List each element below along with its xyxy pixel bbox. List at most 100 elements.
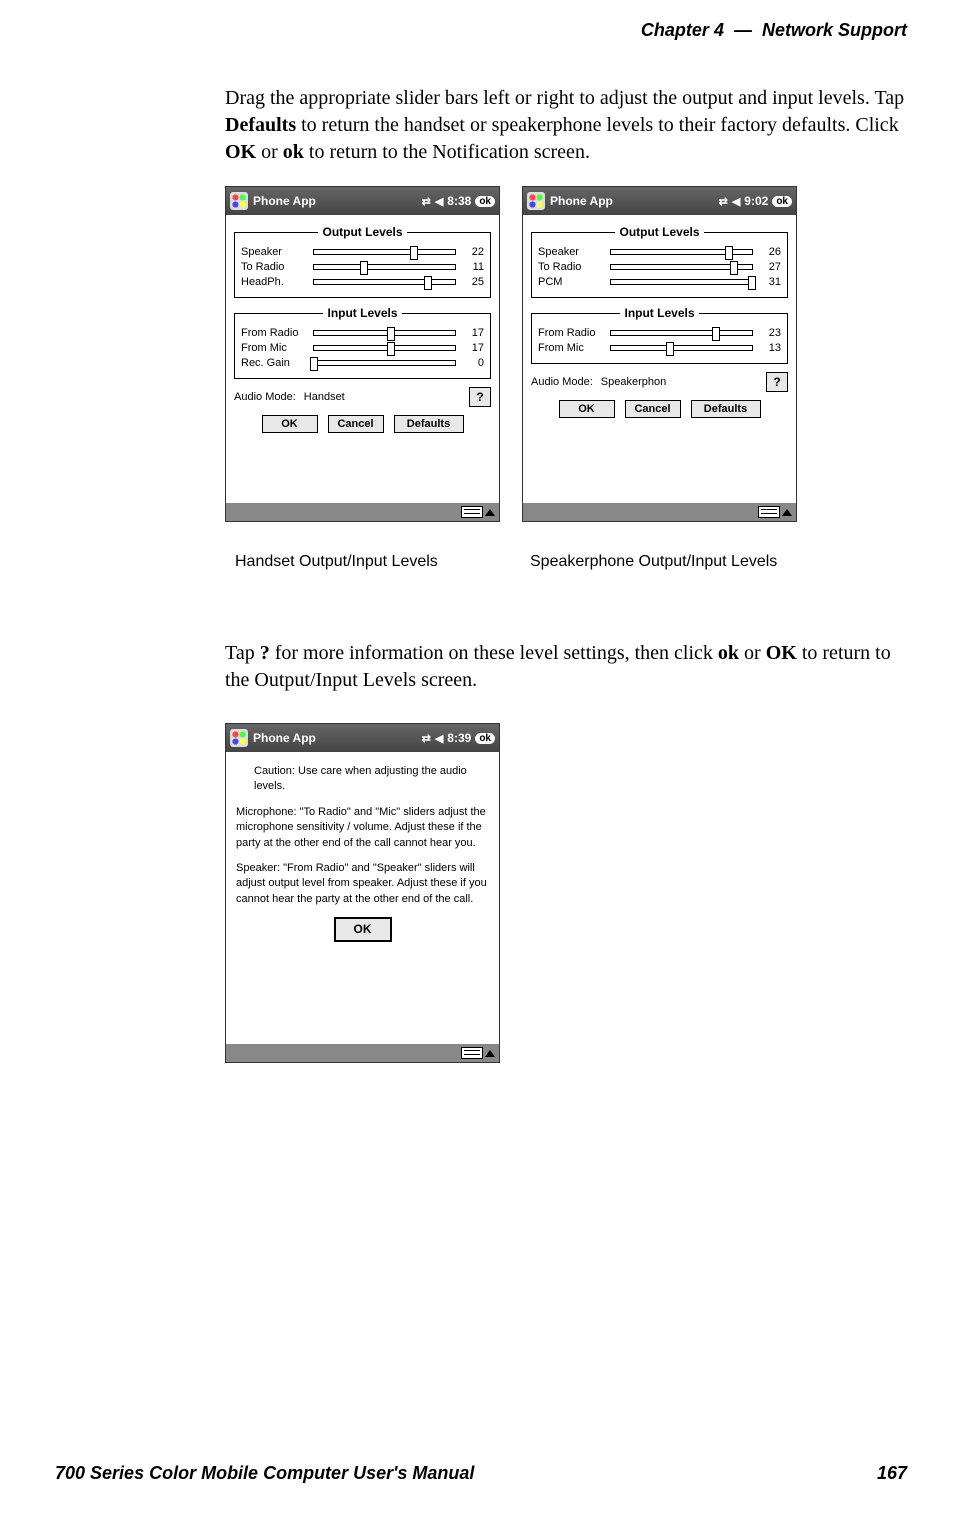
slider-value: 13 [759,342,781,354]
slider-track[interactable] [313,330,456,336]
slider-thumb[interactable] [410,246,418,260]
input-legend: Input Levels [323,306,401,320]
ok-pill[interactable]: ok [772,196,792,207]
slider-track[interactable] [313,279,456,285]
slider-label: From Radio [538,327,604,339]
volume-icon[interactable]: ◀ [732,195,740,208]
connectivity-icon[interactable]: ⇄ [719,195,728,208]
slider-row: From Mic 17 [241,342,484,354]
header-separator: — [734,20,752,40]
help-ok-button[interactable]: OK [334,917,392,942]
slider-row: HeadPh.25 [241,276,484,288]
slider-thumb[interactable] [666,342,674,356]
slider-thumb[interactable] [712,327,720,341]
slider-row: To Radio 27 [538,261,781,273]
slider-thumb[interactable] [730,261,738,275]
slider-thumb[interactable] [310,357,318,371]
slider-label: To Radio [538,261,604,273]
app-title: Phone App [253,731,417,745]
help-button[interactable]: ? [469,387,491,407]
slider-thumb[interactable] [725,246,733,260]
audio-mode-value: Speakerphon [601,376,666,388]
slider-thumb[interactable] [748,276,756,290]
keyboard-icon[interactable] [461,506,483,518]
slider-row: From Radio23 [538,327,781,339]
help-button[interactable]: ? [766,372,788,392]
output-levels-group: Output Levels Speaker26 To Radio 27 PCM 31 [531,225,788,298]
keyboard-icon[interactable] [461,1047,483,1059]
start-icon[interactable] [230,192,248,210]
slider-row: Speaker26 [538,246,781,258]
titlebar: Phone App ⇄ ◀ 8:39 ok [226,724,499,752]
output-legend: Output Levels [615,225,703,239]
slider-value: 27 [759,261,781,273]
slider-track[interactable] [610,249,753,255]
clock: 8:38 [447,194,471,208]
sip-bar [226,503,499,521]
slider-thumb[interactable] [387,327,395,341]
slider-row: PCM 31 [538,276,781,288]
cancel-button[interactable]: Cancel [328,415,384,433]
clock: 8:39 [447,731,471,745]
volume-icon[interactable]: ◀ [435,732,443,745]
slider-label: From Radio [241,327,307,339]
app-title: Phone App [550,194,714,208]
slider-value: 26 [759,246,781,258]
slider-track[interactable] [313,360,456,366]
slider-row: From Mic 13 [538,342,781,354]
ok-button[interactable]: OK [559,400,615,418]
slider-track[interactable] [313,264,456,270]
cancel-button[interactable]: Cancel [625,400,681,418]
start-icon[interactable] [527,192,545,210]
slider-label: Rec. Gain [241,357,307,369]
slider-label: Speaker [241,246,307,258]
connectivity-icon[interactable]: ⇄ [422,732,431,745]
sip-up-icon[interactable] [485,509,495,516]
slider-value: 22 [462,246,484,258]
slider-label: PCM [538,276,604,288]
sip-up-icon[interactable] [485,1050,495,1057]
slider-row: From Radio 17 [241,327,484,339]
slider-track[interactable] [610,264,753,270]
input-legend: Input Levels [620,306,698,320]
slider-label: From Mic [538,342,604,354]
slider-track[interactable] [610,330,753,336]
caption-handset: Handset Output/Input Levels [235,553,438,571]
chapter-title: Network Support [762,20,907,40]
slider-value: 0 [462,357,484,369]
help-caution: Caution: Use care when adjusting the aud… [236,764,489,795]
help-microphone: Microphone: "To Radio" and "Mic" sliders… [236,805,489,851]
slider-row: To Radio11 [241,261,484,273]
slider-thumb[interactable] [387,342,395,356]
app-title: Phone App [253,194,417,208]
slider-row: Speaker 22 [241,246,484,258]
start-icon[interactable] [230,729,248,747]
slider-track[interactable] [313,249,456,255]
slider-thumb[interactable] [360,261,368,275]
slider-track[interactable] [610,345,753,351]
sip-up-icon[interactable] [782,509,792,516]
slider-value: 17 [462,342,484,354]
slider-thumb[interactable] [424,276,432,290]
ok-pill[interactable]: ok [475,196,495,207]
input-levels-group: Input Levels From Radio 17 From Mic 17 Rec. … [234,306,491,379]
slider-row: Rec. Gain 0 [241,357,484,369]
slider-label: HeadPh. [241,276,307,288]
audio-mode-value: Handset [304,391,345,403]
audio-mode-row: Audio Mode: Handset ? [234,387,491,407]
slider-track[interactable] [610,279,753,285]
sip-bar [523,503,796,521]
keyboard-icon[interactable] [758,506,780,518]
ok-pill[interactable]: ok [475,733,495,744]
volume-icon[interactable]: ◀ [435,195,443,208]
audio-mode-row: Audio Mode: Speakerphon ? [531,372,788,392]
slider-value: 31 [759,276,781,288]
slider-label: From Mic [241,342,307,354]
chapter-label: Chapter [641,20,709,40]
defaults-button[interactable]: Defaults [394,415,464,433]
defaults-button[interactable]: Defaults [691,400,761,418]
connectivity-icon[interactable]: ⇄ [422,195,431,208]
slider-value: 17 [462,327,484,339]
slider-track[interactable] [313,345,456,351]
ok-button[interactable]: OK [262,415,318,433]
